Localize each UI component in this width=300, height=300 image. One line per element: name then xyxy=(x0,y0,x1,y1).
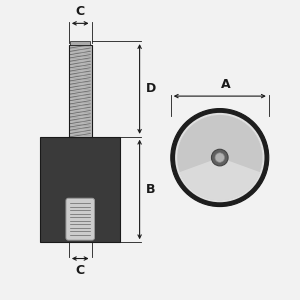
Circle shape xyxy=(212,149,228,166)
Text: B: B xyxy=(146,183,156,196)
Wedge shape xyxy=(180,158,260,200)
Circle shape xyxy=(176,114,263,201)
Polygon shape xyxy=(40,137,120,242)
Text: A: A xyxy=(221,78,230,91)
Text: C: C xyxy=(76,5,85,18)
FancyBboxPatch shape xyxy=(66,198,94,240)
Polygon shape xyxy=(70,41,90,45)
Text: C: C xyxy=(76,264,85,277)
Circle shape xyxy=(171,109,269,207)
Polygon shape xyxy=(69,45,92,137)
Text: D: D xyxy=(146,82,156,95)
Circle shape xyxy=(215,153,224,162)
